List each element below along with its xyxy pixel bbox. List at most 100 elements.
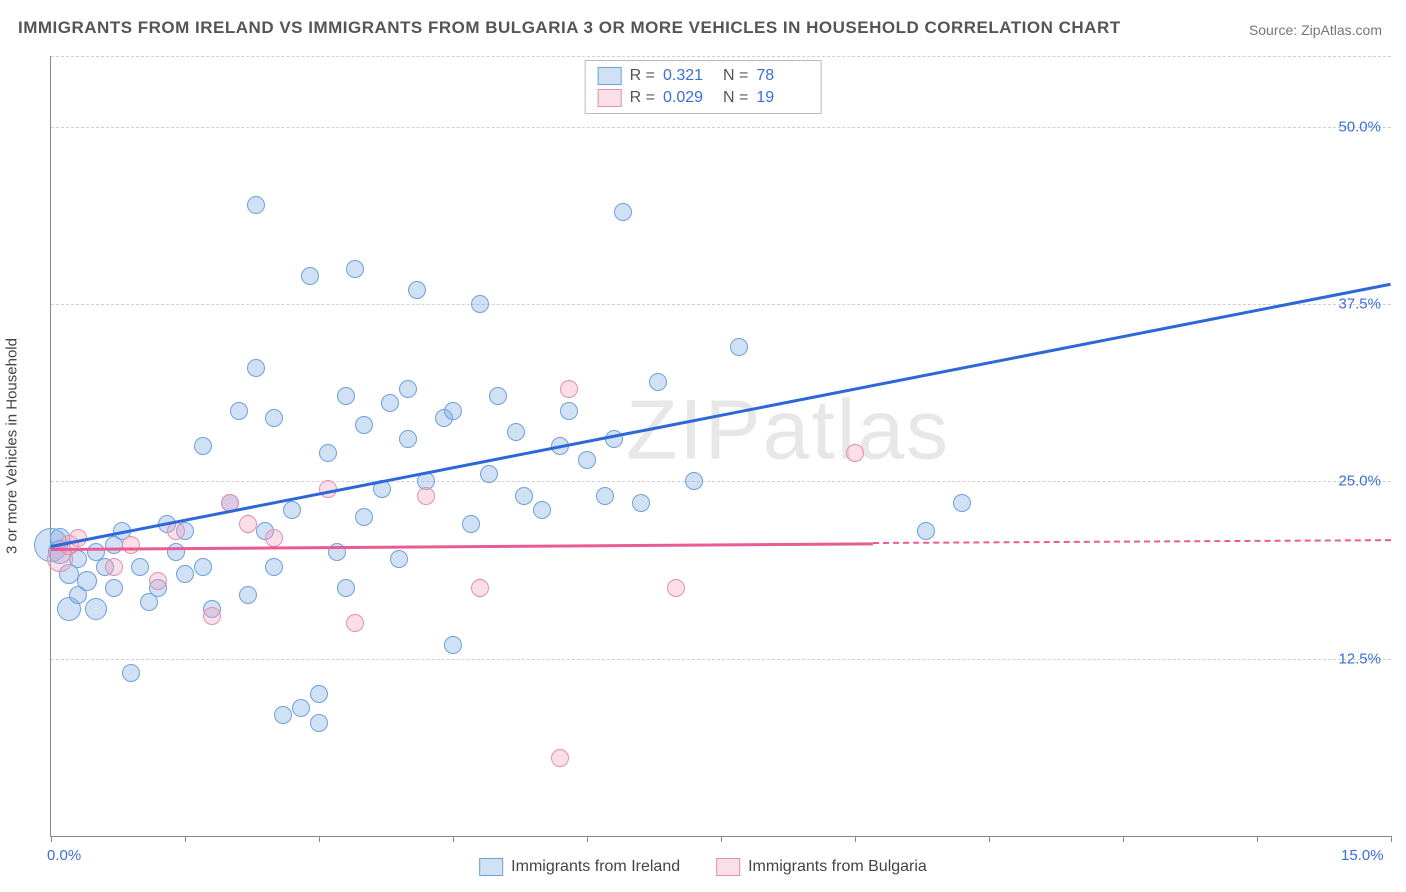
data-point-ireland [274,706,292,724]
data-point-ireland [632,494,650,512]
data-point-ireland [85,598,107,620]
data-point-ireland [239,586,257,604]
data-point-bulgaria [667,579,685,597]
data-point-bulgaria [167,522,185,540]
legend-label: Immigrants from Bulgaria [748,858,927,876]
data-point-ireland [310,685,328,703]
data-point-ireland [649,373,667,391]
data-point-ireland [533,501,551,519]
trend-line [51,283,1391,548]
legend-r-value: 0.029 [663,89,715,107]
data-point-bulgaria [560,380,578,398]
legend-n-value: 19 [756,89,808,107]
data-point-bulgaria [105,558,123,576]
data-point-bulgaria [346,614,364,632]
source-label: Source: ZipAtlas.com [1249,22,1382,38]
data-point-ireland [685,472,703,490]
x-tick [453,836,454,842]
data-point-bulgaria [846,444,864,462]
x-tick [855,836,856,842]
gridline [51,481,1391,482]
legend-stats: R =0.321N =78R =0.029N =19 [585,60,822,114]
data-point-ireland [480,465,498,483]
legend-stat-row: R = 0.029 N = 19 [598,87,809,109]
legend-n-label: N = [723,67,748,85]
legend-series: Immigrants from Ireland Immigrants from B… [479,858,927,876]
data-point-bulgaria [417,487,435,505]
legend-swatch [479,858,503,876]
data-point-ireland [301,267,319,285]
data-point-ireland [596,487,614,505]
x-tick [1123,836,1124,842]
data-point-ireland [194,437,212,455]
x-tick-label: 15.0% [1341,847,1384,864]
trend-line-extended [873,540,1391,545]
data-point-ireland [105,579,123,597]
data-point-ireland [247,359,265,377]
legend-r-label: R = [630,67,655,85]
data-point-ireland [408,281,426,299]
correlation-chart: IMMIGRANTS FROM IRELAND VS IMMIGRANTS FR… [0,0,1406,892]
data-point-bulgaria [265,529,283,547]
data-point-ireland [381,394,399,412]
data-point-bulgaria [122,536,140,554]
data-point-ireland [194,558,212,576]
data-point-ireland [953,494,971,512]
data-point-ireland [399,380,417,398]
data-point-ireland [265,558,283,576]
data-point-bulgaria [203,607,221,625]
legend-swatch [716,858,740,876]
data-point-ireland [444,402,462,420]
data-point-ireland [471,295,489,313]
legend-r-label: R = [630,89,655,107]
data-point-ireland [265,409,283,427]
data-point-bulgaria [149,572,167,590]
legend-n-label: N = [723,89,748,107]
data-point-ireland [176,565,194,583]
x-tick [587,836,588,842]
data-point-ireland [355,508,373,526]
data-point-ireland [77,571,97,591]
chart-title: IMMIGRANTS FROM IRELAND VS IMMIGRANTS FR… [18,18,1121,38]
y-axis-title: 3 or more Vehicles in Household [4,338,21,554]
gridline [51,56,1391,57]
x-tick [185,836,186,842]
x-tick [1391,836,1392,842]
x-tick [319,836,320,842]
data-point-ireland [462,515,480,533]
gridline [51,659,1391,660]
legend-n-value: 78 [756,67,808,85]
gridline [51,127,1391,128]
data-point-ireland [346,260,364,278]
legend-label: Immigrants from Ireland [511,858,680,876]
data-point-bulgaria [239,515,257,533]
data-point-ireland [247,196,265,214]
y-tick-label: 50.0% [1338,118,1381,135]
data-point-ireland [560,402,578,420]
y-tick-label: 37.5% [1338,296,1381,313]
legend-item: Immigrants from Bulgaria [716,858,927,876]
x-tick [1257,836,1258,842]
watermark: ZIPatlas [626,382,950,479]
data-point-ireland [337,387,355,405]
x-tick [51,836,52,842]
data-point-ireland [131,558,149,576]
data-point-bulgaria [551,749,569,767]
data-point-ireland [917,522,935,540]
plot-area: ZIPatlas 12.5%25.0%37.5%50.0%0.0%15.0% [50,56,1391,837]
data-point-ireland [310,714,328,732]
data-point-bulgaria [471,579,489,597]
legend-swatch [598,67,622,85]
data-point-ireland [355,416,373,434]
data-point-ireland [337,579,355,597]
data-point-ireland [515,487,533,505]
y-tick-label: 25.0% [1338,473,1381,490]
legend-swatch [598,89,622,107]
data-point-ireland [507,423,525,441]
data-point-ireland [578,451,596,469]
data-point-ireland [730,338,748,356]
x-tick [989,836,990,842]
x-tick-label: 0.0% [47,847,81,864]
data-point-ireland [399,430,417,448]
data-point-ireland [489,387,507,405]
